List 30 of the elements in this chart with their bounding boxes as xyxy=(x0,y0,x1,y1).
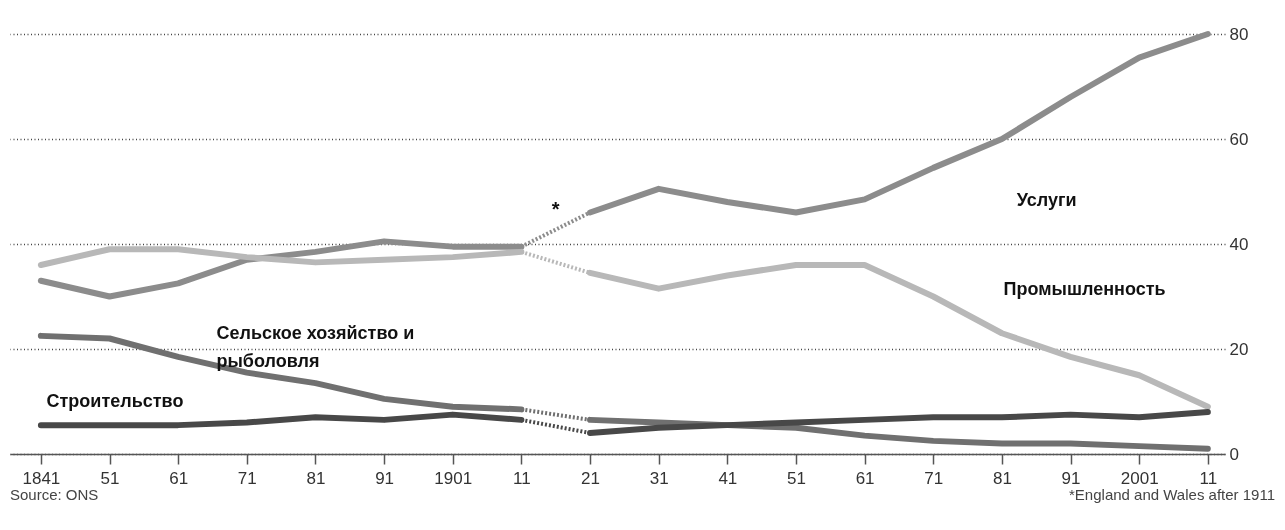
text: Услуги xyxy=(1016,190,1077,210)
x-tick-label: 81 xyxy=(992,468,1012,488)
source-note: Source: ONS xyxy=(10,486,99,503)
y-tick-label: 40 xyxy=(1229,234,1249,254)
x-tick-label: 91 xyxy=(375,468,395,488)
x-tick-label: 61 xyxy=(855,468,875,488)
x-tick-label: 51 xyxy=(100,468,120,488)
y-tick-label: 20 xyxy=(1229,339,1249,359)
x-tick-label: 91 xyxy=(1061,468,1081,488)
x-tick-label: 2001 xyxy=(1120,468,1159,488)
text: *England and Wales after 1911 xyxy=(1069,486,1275,503)
x-tick-label: 1901 xyxy=(434,468,473,488)
x-tick-label: 41 xyxy=(718,468,738,488)
x-tick-label: 21 xyxy=(581,468,600,488)
x-tick-label: 11 xyxy=(1199,468,1218,488)
annotation: * xyxy=(551,197,560,220)
x-tick-label: 61 xyxy=(169,468,189,488)
x-tick-label: 71 xyxy=(924,468,944,488)
y-tick-label: 80 xyxy=(1229,24,1249,44)
series-label: Сельское хозяйство и рыболовля xyxy=(216,323,415,372)
y-tick-label: 60 xyxy=(1229,129,1249,149)
x-tick-label: 81 xyxy=(306,468,326,488)
series-label: Строительство xyxy=(46,391,184,412)
series-label: Промышленность xyxy=(1003,278,1166,299)
x-tick-label: 11 xyxy=(513,468,531,488)
x-tick-label: 51 xyxy=(787,468,806,488)
y-tick-label: 0 xyxy=(1229,444,1239,464)
x-tick-label: 31 xyxy=(649,468,669,488)
x-tick-label: 71 xyxy=(237,468,257,488)
x-tick-label: 1841 xyxy=(22,468,61,488)
